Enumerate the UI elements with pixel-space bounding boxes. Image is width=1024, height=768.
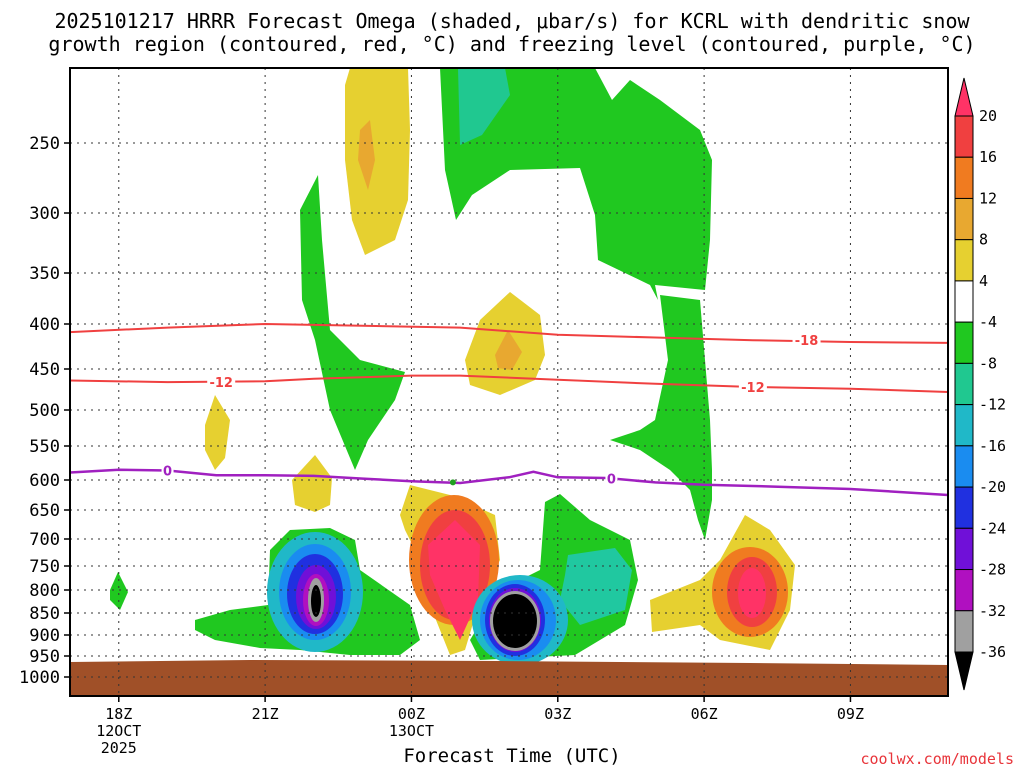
omega-green-left-plume — [300, 175, 405, 470]
x-tick-label: 18Z — [105, 705, 132, 723]
colorbar-segment — [954, 445, 974, 488]
contour-label: -12 — [209, 376, 233, 391]
colorbar-label: 4 — [979, 272, 988, 290]
colorbar-label: -8 — [979, 354, 997, 372]
contour-label-bg — [738, 380, 767, 395]
omega-yellow-small-1 — [205, 395, 230, 470]
y-tick-label: 550 — [29, 437, 60, 457]
omega-black-left-core — [311, 585, 321, 617]
x-tick-date: 13OCT — [389, 722, 434, 740]
x-tick-label: 00Z — [398, 705, 425, 723]
colorbar-segment — [954, 321, 974, 364]
colorbar-segment — [954, 362, 974, 406]
ground-terrain — [70, 660, 948, 696]
colorbar-segment — [954, 610, 974, 653]
y-tick-label: 800 — [29, 581, 60, 601]
omega-green-right-plume — [610, 295, 712, 540]
y-tick-label: 250 — [29, 134, 60, 154]
colorbar-segment — [954, 115, 974, 158]
credit-link[interactable]: coolwx.com/models — [860, 750, 1014, 768]
omega-yellow-small-2 — [292, 455, 332, 512]
contour-label-bg — [605, 471, 618, 486]
colorbar-label: 20 — [979, 107, 997, 125]
colorbar-segment — [954, 404, 974, 447]
colorbar: 20 16 12 8 4 -4 -8 -12 -16 -20 -24 -28 -32 -36 — [954, 77, 1006, 691]
y-axis: 2503003504004505005506006507007508008509… — [19, 134, 70, 688]
chart-title-line1: 2025101217 HRRR Forecast Omega (shaded, … — [54, 9, 970, 33]
contour-label: -12 — [741, 381, 765, 396]
contour-label: -18 — [795, 334, 819, 349]
contour-line — [70, 468, 948, 497]
colorbar-label: -16 — [979, 437, 1006, 455]
x-tick-label: 21Z — [252, 705, 279, 723]
y-tick-label: 1000 — [19, 668, 60, 688]
colorbar-label: 12 — [979, 189, 997, 207]
omega-magenta-core-right — [738, 568, 766, 618]
omega-green-upper-teal — [458, 68, 510, 145]
omega-green-upper — [440, 68, 712, 300]
colorbar-label: -32 — [979, 602, 1006, 620]
colorbar-segment — [954, 197, 974, 241]
colorbar-segment — [954, 569, 974, 612]
y-tick-label: 450 — [29, 360, 60, 380]
y-tick-label: 700 — [29, 530, 60, 550]
y-tick-label: 650 — [29, 501, 60, 521]
x-tick-label: 09Z — [837, 705, 864, 723]
omega-magenta-core-center — [428, 520, 480, 640]
colorbar-segment — [954, 280, 974, 323]
colorbar-label: -28 — [979, 561, 1006, 579]
colorbar-label: 8 — [979, 231, 988, 249]
x-tick-year: 2025 — [101, 739, 137, 757]
contour-label: 0 — [607, 473, 616, 488]
y-tick-label: 300 — [29, 204, 60, 224]
colorbar-label: 16 — [979, 148, 997, 166]
colorbar-bottom-arrow — [954, 651, 974, 691]
y-tick-label: 750 — [29, 557, 60, 577]
omega-yellow-upper — [345, 68, 410, 255]
y-tick-label: 350 — [29, 264, 60, 284]
y-tick-label: 400 — [29, 315, 60, 335]
y-tick-label: 500 — [29, 401, 60, 421]
plot-frame — [69, 67, 949, 697]
contour-label-bg — [161, 463, 174, 478]
x-tick-label: 03Z — [544, 705, 571, 723]
colorbar-label: -12 — [979, 396, 1006, 414]
y-tick-label: 600 — [29, 471, 60, 491]
colorbar-segment — [954, 527, 974, 571]
x-axis-label: Forecast Time (UTC) — [403, 745, 621, 767]
omega-teal-mid-right — [560, 548, 632, 625]
y-tick-label: 850 — [29, 604, 60, 624]
omega-green-small-left — [110, 572, 128, 610]
omega-orange-mid — [495, 330, 522, 370]
y-tick-label: 950 — [29, 647, 60, 667]
colorbar-label: -20 — [979, 478, 1006, 496]
x-tick-label: 06Z — [691, 705, 718, 723]
colorbar-label: -24 — [979, 519, 1006, 537]
colorbar-segment — [954, 156, 974, 199]
colorbar-top-arrow — [954, 77, 974, 117]
contour-label: 0 — [163, 464, 172, 479]
contour-label-bg — [207, 375, 236, 390]
colorbar-segment — [954, 486, 974, 529]
omega-black-center-core — [493, 594, 537, 648]
chart-title-line2: growth region (contoured, red, °C) and f… — [48, 32, 976, 56]
plot-area: -18 -12 -12 0 0 — [70, 68, 948, 696]
colorbar-label: -4 — [979, 313, 997, 331]
colorbar-label: -36 — [979, 643, 1006, 661]
contour-layer: -18 -12 -12 0 0 — [70, 322, 948, 497]
x-tick-date: 12OCT — [96, 722, 141, 740]
omega-orange-upper — [358, 120, 375, 190]
colorbar-segment — [954, 239, 974, 282]
contour-label-bg — [792, 333, 821, 348]
y-tick-label: 900 — [29, 626, 60, 646]
freezing-marker — [449, 479, 456, 486]
